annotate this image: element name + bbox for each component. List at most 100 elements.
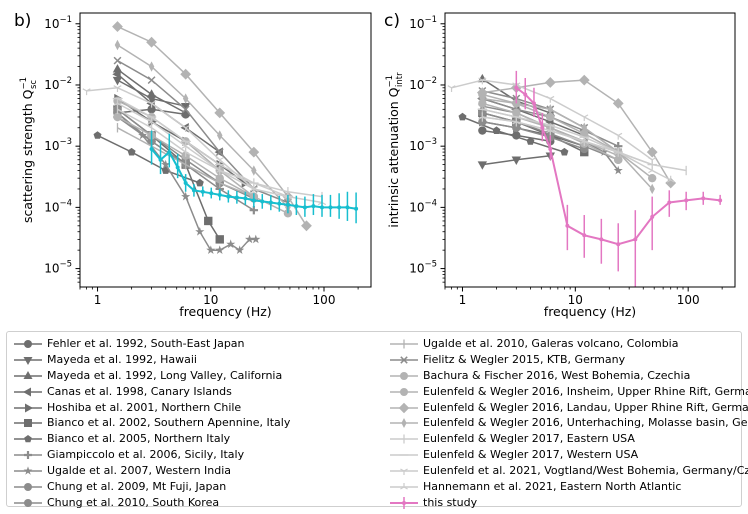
panel-b-point-this-study [345,205,350,210]
panel-b-point-eulenfeld-et-al-2021 [181,125,190,132]
panel-b-point-eulenfeld-wegler-2016-landau [248,146,260,158]
panel-c-series-hannemann-et-al-2021 [478,112,675,183]
panel-c-point-eulenfeld-wegler-2016-insheim [546,112,555,122]
panel-b-point-eulenfeld-et-al-2021 [147,100,156,108]
panel-b-letter: b) [14,11,31,31]
panel-b-x-tick-label: 10 [203,293,218,307]
panel-b-point-this-study [251,198,256,203]
panel-c-point-this-study [616,242,621,247]
legend-label: Mayeda et al. 1992, Hawaii [47,352,197,366]
legend-swatch-tri-up-thin-icon [390,483,418,490]
panel-c-series-eulenfeld-wegler-2017-western-usa [477,108,657,166]
panel-b-point-ugalde-et-al-2007 [181,191,191,201]
panel-b-point-eulenfeld-wegler-2016-landau [180,68,192,80]
panel-c-point-eulenfeld-wegler-2016-unterhaching [581,122,587,133]
panel-c-point-eulenfeld-wegler-2016-landau [578,74,590,86]
panel-b-y-tick-label: 10−2 [44,76,72,92]
panel-b-point-canas-et-al-1998 [112,69,121,79]
panel-b-point-mayeda-et-al-1992-long-valley [146,89,157,98]
panel-b-point-bianco-et-al-2002 [215,235,224,244]
plots-canvas: b) 1 10 100 10−5 10−4 10−3 10−2 10−1 frequency (H… [14,11,736,319]
panel-c-y-tick-label: 10−5 [409,260,437,276]
panel-c-x-axis-label: frequency (Hz) [544,304,636,319]
panel-c-point-hannemann-et-al-2021 [614,147,623,155]
legend-swatch-circle-icon [390,371,418,380]
panel-b-point-this-study [175,165,180,170]
panel-b-point-this-study [277,201,282,206]
panel-c-point-this-study [718,198,723,203]
panel-b-point-eulenfeld-wegler-2016-unterhaching [182,93,189,104]
panel-c-point-fehler-et-al-1992 [478,126,487,135]
legend-label: Eulenfeld et al. 2021, Vogtland/West Boh… [423,464,748,478]
panel-b-point-this-study [149,146,154,151]
legend-swatch-plus-icon [14,451,42,460]
panel-c-y-tick-label: 10−3 [409,137,437,153]
panel-c-point-ugalde-et-al-2007 [599,147,609,156]
panel-c-point-bachura-fischer-2016 [614,155,623,164]
panel-b-point-bianco-et-al-2005 [127,147,136,156]
panel-c-line-eulenfeld-wegler-2017-western-usa [482,108,653,166]
panel-c-point-eulenfeld-et-al-2021 [648,157,657,164]
panel-b-y-axis-label: scattering strength Q−1sc [19,77,39,223]
panel-b-point-mayeda-et-al-1992-long-valley [180,107,191,117]
panel-b-point-this-study [285,202,290,207]
panel-b-point-ugalde-et-al-2007 [138,130,148,140]
panel-b-point-eulenfeld-wegler-2016-landau [146,36,157,48]
legend-label: Chung et al. 2009, Mt Fuji, Japan [47,480,227,494]
panel-b-series [82,21,359,254]
panel-b-point-bachura-fischer-2016 [215,173,224,183]
panel-b-y-tick-label: 10−5 [44,260,72,276]
panel-c-point-mayeda-et-al-1992-hawaii [477,161,488,170]
panel-c-point-this-study [565,223,570,228]
panel-b-point-eulenfeld-et-al-2021 [215,157,224,164]
panel-b-point-eulenfeld-wegler-2016-unterhaching [148,61,155,72]
legend-swatch-vline-icon [390,434,418,444]
panel-c-point-bianco-et-al-2005 [458,112,467,121]
panel-b-point-this-study [183,181,188,186]
panel-b-series-eulenfeld-et-al-2021 [82,85,258,194]
legend-label: Giampiccolo et al. 2006, Sicily, Italy [47,448,245,462]
legend-label: Fielitz & Wegler 2015, KTB, Germany [423,352,626,366]
legend-label: Bachura & Fischer 2016, West Bohemia, Cz… [423,368,691,382]
panel-b-point-eulenfeld-wegler-2016-unterhaching [114,39,121,51]
panel-c-point-this-study [701,196,706,201]
panel-c-point-this-study [582,233,587,238]
panel-c-point-hannemann-et-al-2021 [512,117,521,125]
legend-label: Ugalde et al. 2007, Western India [47,464,232,478]
legend-label: Chung et al. 2010, South Korea [47,495,220,509]
panel-b-point-bianco-et-al-2005 [195,178,204,187]
legend-label: Mayeda et al. 1992, Long Valley, Califor… [47,368,283,382]
panel-c-frame [444,12,736,288]
legend-swatch-tri-up-icon [14,370,42,379]
panel-c-point-this-study [523,92,528,97]
panel-c-series-eulenfeld-et-al-2021 [447,77,657,164]
panel-b-point-this-study [167,150,172,155]
legend-swatch-tri-right-icon [14,403,42,413]
panel-c-point-this-study [667,200,672,205]
legend-swatch-hline-icon [390,454,418,456]
panel-b-point-this-study [354,206,359,211]
panel-c-point-eulenfeld-et-al-2021 [546,95,555,103]
panel-c-point-eulenfeld-et-al-2021 [478,77,487,85]
panel-c-x-tick-label: 10 [568,293,583,307]
panel-c-series [447,70,723,287]
panel-b-point-ugalde-et-al-2007 [226,239,236,249]
panel-c-y-axis-label: intrinsic attenuation Q−1intr [385,72,405,228]
panel-c: c) 1 10 100 10−5 10−4 10−3 10−2 10−1 frequency (H… [384,11,736,319]
panel-b-point-eulenfeld-wegler-2016-unterhaching [251,165,257,176]
panel-b-point-ugalde-et-al-2007 [206,245,216,254]
panel-c-point-this-study [548,146,553,151]
panel-c-point-eulenfeld-wegler-2016-unterhaching [479,93,486,104]
legend-label: Eulenfeld & Wegler 2017, Eastern USA [423,432,635,446]
panel-c-series-this-study [514,70,723,287]
panel-b-point-this-study [209,191,214,196]
legend-label: Eulenfeld & Wegler 2017, Western USA [423,448,639,462]
panel-b-y-tick-label: 10−3 [44,137,72,153]
panel-c-point-hannemann-et-al-2021 [648,166,657,174]
panel-b-point-ugalde-et-al-2007 [235,245,245,254]
legend-label: Eulenfeld & Wegler 2016, Insheim, Upper … [423,384,748,398]
panel-c-point-eulenfeld-wegler-2016-landau [544,77,556,88]
panel-c-point-this-study [514,85,519,90]
legend-swatch-tri-down-thin-icon [390,468,418,476]
panel-b-point-hannemann-et-al-2021 [215,166,224,174]
